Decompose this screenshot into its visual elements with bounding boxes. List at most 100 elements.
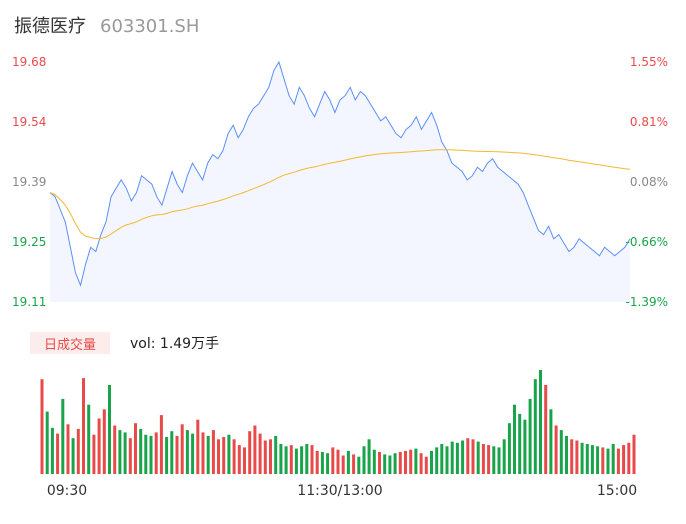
- volume-bar: [97, 418, 101, 474]
- volume-bar: [320, 452, 324, 474]
- volume-bar: [596, 446, 600, 474]
- volume-bar: [455, 442, 459, 474]
- price-lines-layer: [49, 60, 631, 287]
- percent-tick-label: 1.55%: [630, 55, 668, 69]
- volume-bar: [45, 411, 49, 474]
- volume-bar: [248, 431, 252, 474]
- volume-bar: [346, 450, 350, 474]
- volume-bar: [300, 446, 304, 474]
- volume-bar: [601, 447, 605, 474]
- volume-bar: [533, 379, 537, 474]
- volume-bar: [159, 415, 163, 474]
- volume-bar: [497, 447, 501, 474]
- volume-bar: [476, 441, 480, 474]
- volume-bar: [336, 449, 340, 474]
- volume-bar: [154, 432, 158, 474]
- volume-bar: [461, 440, 465, 474]
- price-axis-left: 19.68 19.54 19.39 19.25 19.11: [12, 55, 46, 309]
- volume-bar: [383, 454, 387, 474]
- volume-bar: [206, 435, 210, 474]
- volume-bar: [294, 448, 298, 474]
- volume-bar: [398, 452, 402, 474]
- volume-bar: [227, 434, 231, 474]
- volume-bar: [616, 448, 620, 474]
- volume-bar: [372, 449, 376, 474]
- volume-bar: [565, 435, 568, 474]
- volume-bar: [134, 423, 137, 474]
- volume-bar: [352, 454, 356, 474]
- volume-bar: [201, 432, 205, 474]
- percent-tick-label: -0.66%: [626, 235, 668, 249]
- time-axis: 09:30 11:30/13:00 15:00: [47, 483, 637, 499]
- volume-bar: [211, 430, 215, 474]
- time-tick-label: 15:00: [597, 483, 637, 499]
- price-tick-label: 19.11: [12, 295, 46, 309]
- volume-bar: [196, 419, 200, 474]
- volume-bar: [632, 434, 636, 474]
- volume-bar: [378, 452, 381, 474]
- volume-bar: [539, 370, 542, 474]
- volume-bar: [388, 455, 392, 474]
- percent-axis-right: 1.55% 0.81% 0.08% -0.66% -1.39%: [626, 55, 668, 309]
- volume-bar: [471, 439, 475, 474]
- volume-bar: [440, 444, 444, 474]
- volume-bar: [243, 447, 246, 474]
- volume-bar: [627, 442, 631, 474]
- volume-bar: [258, 433, 262, 474]
- volume-bar: [502, 439, 506, 474]
- volume-bar: [414, 448, 418, 474]
- volume-bar: [123, 432, 127, 474]
- volume-bar: [87, 404, 91, 474]
- volume-bar: [409, 449, 413, 474]
- volume-bar: [139, 428, 143, 474]
- volume-bar: [622, 445, 626, 474]
- volume-bar: [341, 455, 345, 474]
- volume-bar: [92, 434, 96, 474]
- volume-bar: [284, 446, 288, 474]
- volume-bar: [450, 441, 454, 474]
- volume-bar: [289, 445, 293, 474]
- volume-bar: [559, 430, 563, 474]
- volume-bar: [66, 424, 70, 474]
- volume-bar: [326, 453, 330, 474]
- volume-bar: [419, 453, 423, 474]
- price-line: [49, 60, 631, 287]
- volume-bar: [466, 438, 470, 474]
- price-area: [50, 62, 630, 302]
- volume-bar: [113, 425, 117, 474]
- time-tick-label: 11:30/13:00: [297, 483, 382, 499]
- volume-bar: [310, 445, 314, 474]
- volume-summary: vol: 1.49万手: [130, 336, 220, 352]
- time-tick-label: 09:30: [47, 483, 87, 499]
- volume-bar: [580, 442, 584, 474]
- volume-bar: [50, 427, 54, 474]
- volume-bar: [102, 409, 106, 474]
- volume-bar: [554, 425, 558, 474]
- volume-bar: [481, 444, 485, 474]
- volume-bar: [404, 450, 407, 474]
- volume-bar: [237, 445, 241, 474]
- average-price-line: [49, 149, 631, 240]
- volume-bar: [570, 439, 574, 474]
- stock-code: 603301.SH: [100, 16, 200, 37]
- volume-bar: [445, 446, 449, 474]
- volume-bar: [170, 431, 174, 474]
- volume-bar: [185, 430, 189, 474]
- volume-bar: [606, 448, 610, 474]
- volume-bar: [76, 428, 80, 474]
- volume-bar: [40, 379, 44, 474]
- volume-bar: [71, 438, 75, 474]
- volume-bar: [191, 433, 195, 474]
- volume-tab[interactable]: 日成交量: [30, 332, 110, 354]
- stock-name: 振德医疗: [14, 16, 86, 37]
- volume-bar: [492, 446, 496, 474]
- volume-bar: [253, 425, 257, 474]
- volume-bar: [263, 440, 267, 474]
- volume-bar: [61, 398, 65, 474]
- price-area-layer: [50, 62, 630, 302]
- volume-bar: [430, 450, 433, 474]
- volume-bar: [528, 398, 532, 474]
- volume-bar: [611, 444, 615, 474]
- volume-bar: [269, 439, 272, 474]
